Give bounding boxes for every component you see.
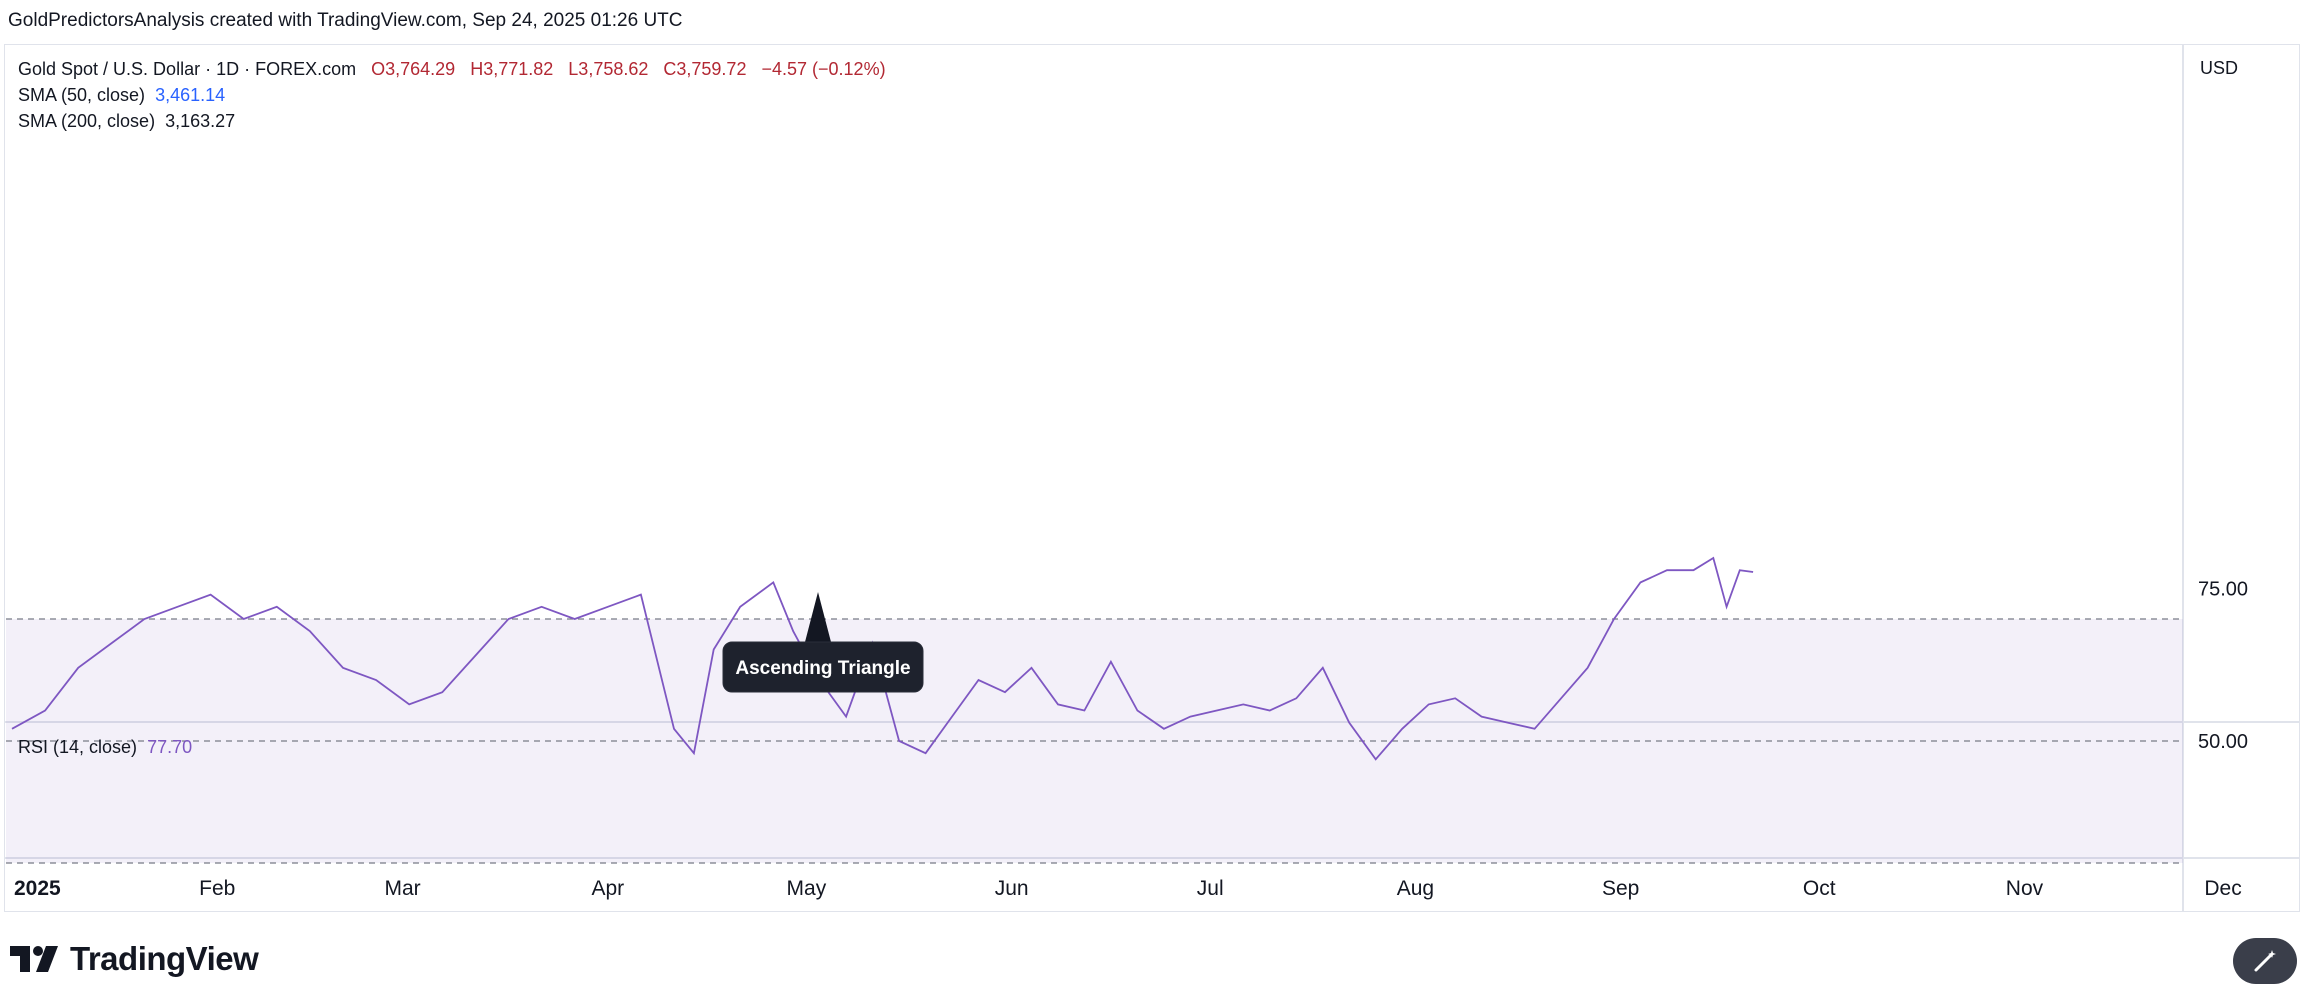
sma200-label: SMA (200, close)	[18, 111, 156, 131]
time-axis-tick-label: Aug	[1397, 877, 1434, 900]
rsi-axis-tick-label: 50.00	[2198, 731, 2248, 753]
time-axis-tick-label: May	[787, 877, 827, 900]
rsi-line	[11, 556, 1754, 761]
currency-selector[interactable]: USD	[2200, 58, 2239, 78]
open-value: O3,764.29	[371, 59, 456, 79]
change-value: −4.57 (−0.12%)	[761, 59, 886, 79]
tradingview-logo-icon	[10, 946, 58, 972]
time-axis-tick-label: Jul	[1197, 877, 1224, 900]
chart-attribution: GoldPredictorsAnalysis created with Trad…	[8, 10, 683, 31]
close-value: C3,759.72	[663, 59, 747, 79]
sma50-value: 3,461.14	[155, 85, 226, 105]
sma50-legend-row[interactable]: SMA (50, close) 3,461.14	[18, 82, 886, 108]
time-axis-tick-label: Dec	[2204, 877, 2241, 900]
rsi-axis-tick-label: 75.00	[2198, 579, 2248, 601]
ohlc-legend-row: Gold Spot / U.S. Dollar · 1D · FOREX.com…	[18, 56, 886, 82]
time-axis-tick-label: 2025	[14, 877, 61, 900]
time-axis-tick-label: Apr	[591, 877, 624, 900]
chart-frame	[4, 44, 2300, 912]
time-axis-tick-label: Oct	[1803, 877, 1836, 900]
time-axis-tick-label: Sep	[1602, 877, 1639, 900]
brand-name: TradingView	[70, 940, 259, 977]
high-value: H3,771.82	[470, 59, 554, 79]
chart-legend: Gold Spot / U.S. Dollar · 1D · FOREX.com…	[18, 56, 886, 134]
rsi-band-fill	[6, 619, 2183, 863]
sma200-legend-row[interactable]: SMA (200, close) 3,163.27	[18, 108, 886, 134]
time-axis-tick-label: Nov	[2006, 877, 2044, 900]
low-value: L3,758.62	[568, 59, 649, 79]
sma50-label: SMA (50, close)	[18, 85, 146, 105]
time-axis-tick-label: Feb	[199, 877, 235, 900]
rsi-value: 77.70	[147, 737, 193, 757]
tradingview-brand[interactable]: TradingView	[10, 940, 259, 978]
time-axis-tick-label: Mar	[384, 877, 420, 900]
callout-pointer	[805, 592, 831, 642]
symbol-title[interactable]: Gold Spot / U.S. Dollar · 1D · FOREX.com	[18, 59, 357, 79]
time-axis-tick-label: Jun	[995, 877, 1029, 900]
sma200-value: 3,163.27	[165, 111, 236, 131]
quick-action-button[interactable]	[2233, 938, 2297, 984]
magic-wand-icon	[2254, 950, 2276, 972]
callout-text: Ascending Triangle	[735, 658, 910, 679]
callout-box	[722, 641, 924, 693]
rsi-legend[interactable]: RSI (14, close) 77.70	[18, 737, 192, 758]
rsi-label: RSI (14, close)	[18, 737, 138, 757]
